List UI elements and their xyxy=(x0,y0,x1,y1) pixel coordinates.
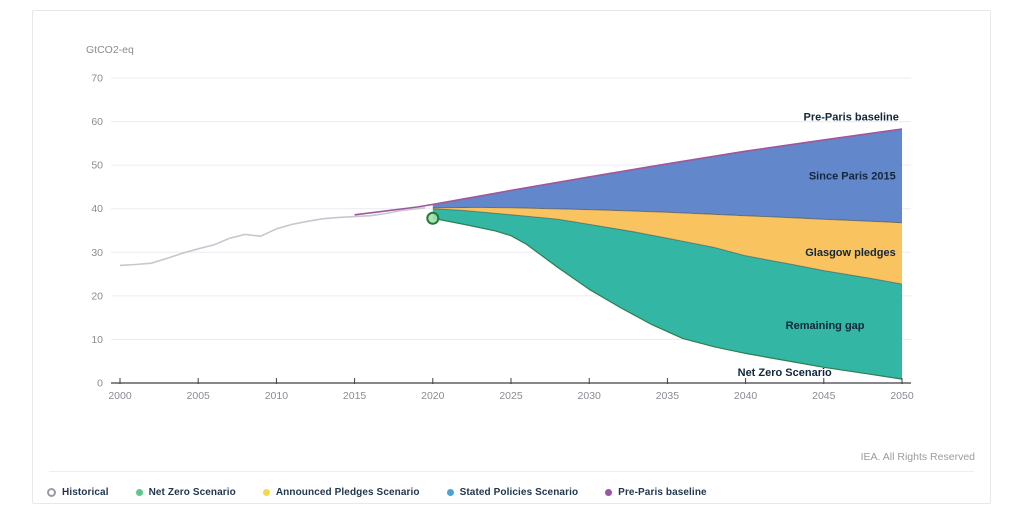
legend-divider xyxy=(49,471,974,472)
legend-item-stated-policies-scenario[interactable]: Stated Policies Scenario xyxy=(446,486,579,498)
legend-item-label: Announced Pledges Scenario xyxy=(275,486,420,498)
line-stated-policies-scenario xyxy=(432,206,903,224)
chart-card: 0 10 20 30 40 50 60 70 GtCO2-eq 2000 2005 2010 2015 2… xyxy=(32,10,991,504)
legend-item-label: Pre-Paris baseline xyxy=(618,486,707,498)
line-historical xyxy=(119,207,426,267)
legend-item-label: Stated Policies Scenario xyxy=(459,486,579,498)
legend-ring-icon xyxy=(47,487,56,497)
copyright-note: IEA. All Rights Reserved xyxy=(860,451,975,463)
y-tick-label: 70 xyxy=(91,73,103,85)
x-tick-label: 2040 xyxy=(734,390,758,402)
legend-dot-icon xyxy=(446,488,454,496)
band-label-since-paris-2015: Since Paris 2015 xyxy=(809,171,896,183)
legend-dot-icon xyxy=(135,488,143,496)
x-tick-label: 2025 xyxy=(499,390,523,402)
band-label-glasgow-pledges: Glasgow pledges xyxy=(805,247,895,259)
band-label-remaining-gap: Remaining gap xyxy=(786,320,865,332)
legend-item-label: Net Zero Scenario xyxy=(148,486,236,498)
legend-dot-icon xyxy=(605,488,613,496)
legend-item-net-zero-scenario[interactable]: Net Zero Scenario xyxy=(135,486,236,498)
x-tick-label: 2000 xyxy=(108,390,132,402)
y-tick-label: 50 xyxy=(91,160,103,172)
y-axis-unit-label: GtCO2-eq xyxy=(86,44,134,56)
x-tick-label: 2005 xyxy=(187,390,211,402)
legend-dot-icon xyxy=(262,488,270,496)
x-tick-label: 2035 xyxy=(656,390,680,402)
band-remaining-gap xyxy=(432,208,902,380)
y-tick-label: 40 xyxy=(91,203,103,215)
x-tick-label: 2010 xyxy=(265,390,289,402)
line-net-zero-scenario xyxy=(432,217,903,380)
legend-item-announced-pledges-scenario[interactable]: Announced Pledges Scenario xyxy=(262,486,420,498)
legend-item-historical[interactable]: Historical xyxy=(47,487,109,498)
y-tick-label: 0 xyxy=(97,378,103,390)
x-tick-label: 2020 xyxy=(421,390,445,402)
annotation-pre-paris-baseline: Pre-Paris baseline xyxy=(804,111,899,123)
y-tick-label: 20 xyxy=(91,290,103,302)
x-tick-label: 2045 xyxy=(812,390,836,402)
line-announced-pledges-scenario xyxy=(432,208,903,285)
y-tick-label: 30 xyxy=(91,247,103,259)
x-tick-label: 2015 xyxy=(343,390,367,402)
legend-item-pre-paris-baseline[interactable]: Pre-Paris baseline xyxy=(605,487,707,498)
net-zero-start-marker xyxy=(426,211,440,225)
line-pre-paris-baseline xyxy=(354,128,903,216)
y-tick-label: 60 xyxy=(91,116,103,128)
y-tick-label: 10 xyxy=(91,334,103,346)
legend: Historical Net Zero Scenario Announced Ple… xyxy=(47,481,707,503)
x-tick-label: 2050 xyxy=(890,390,914,402)
annotation-net-zero-scenario: Net Zero Scenario xyxy=(738,367,832,379)
legend-item-label: Historical xyxy=(62,486,109,498)
band-since-paris-2015 xyxy=(432,129,902,223)
band-glasgow-pledges xyxy=(432,207,902,285)
x-tick-label: 2030 xyxy=(578,390,602,402)
